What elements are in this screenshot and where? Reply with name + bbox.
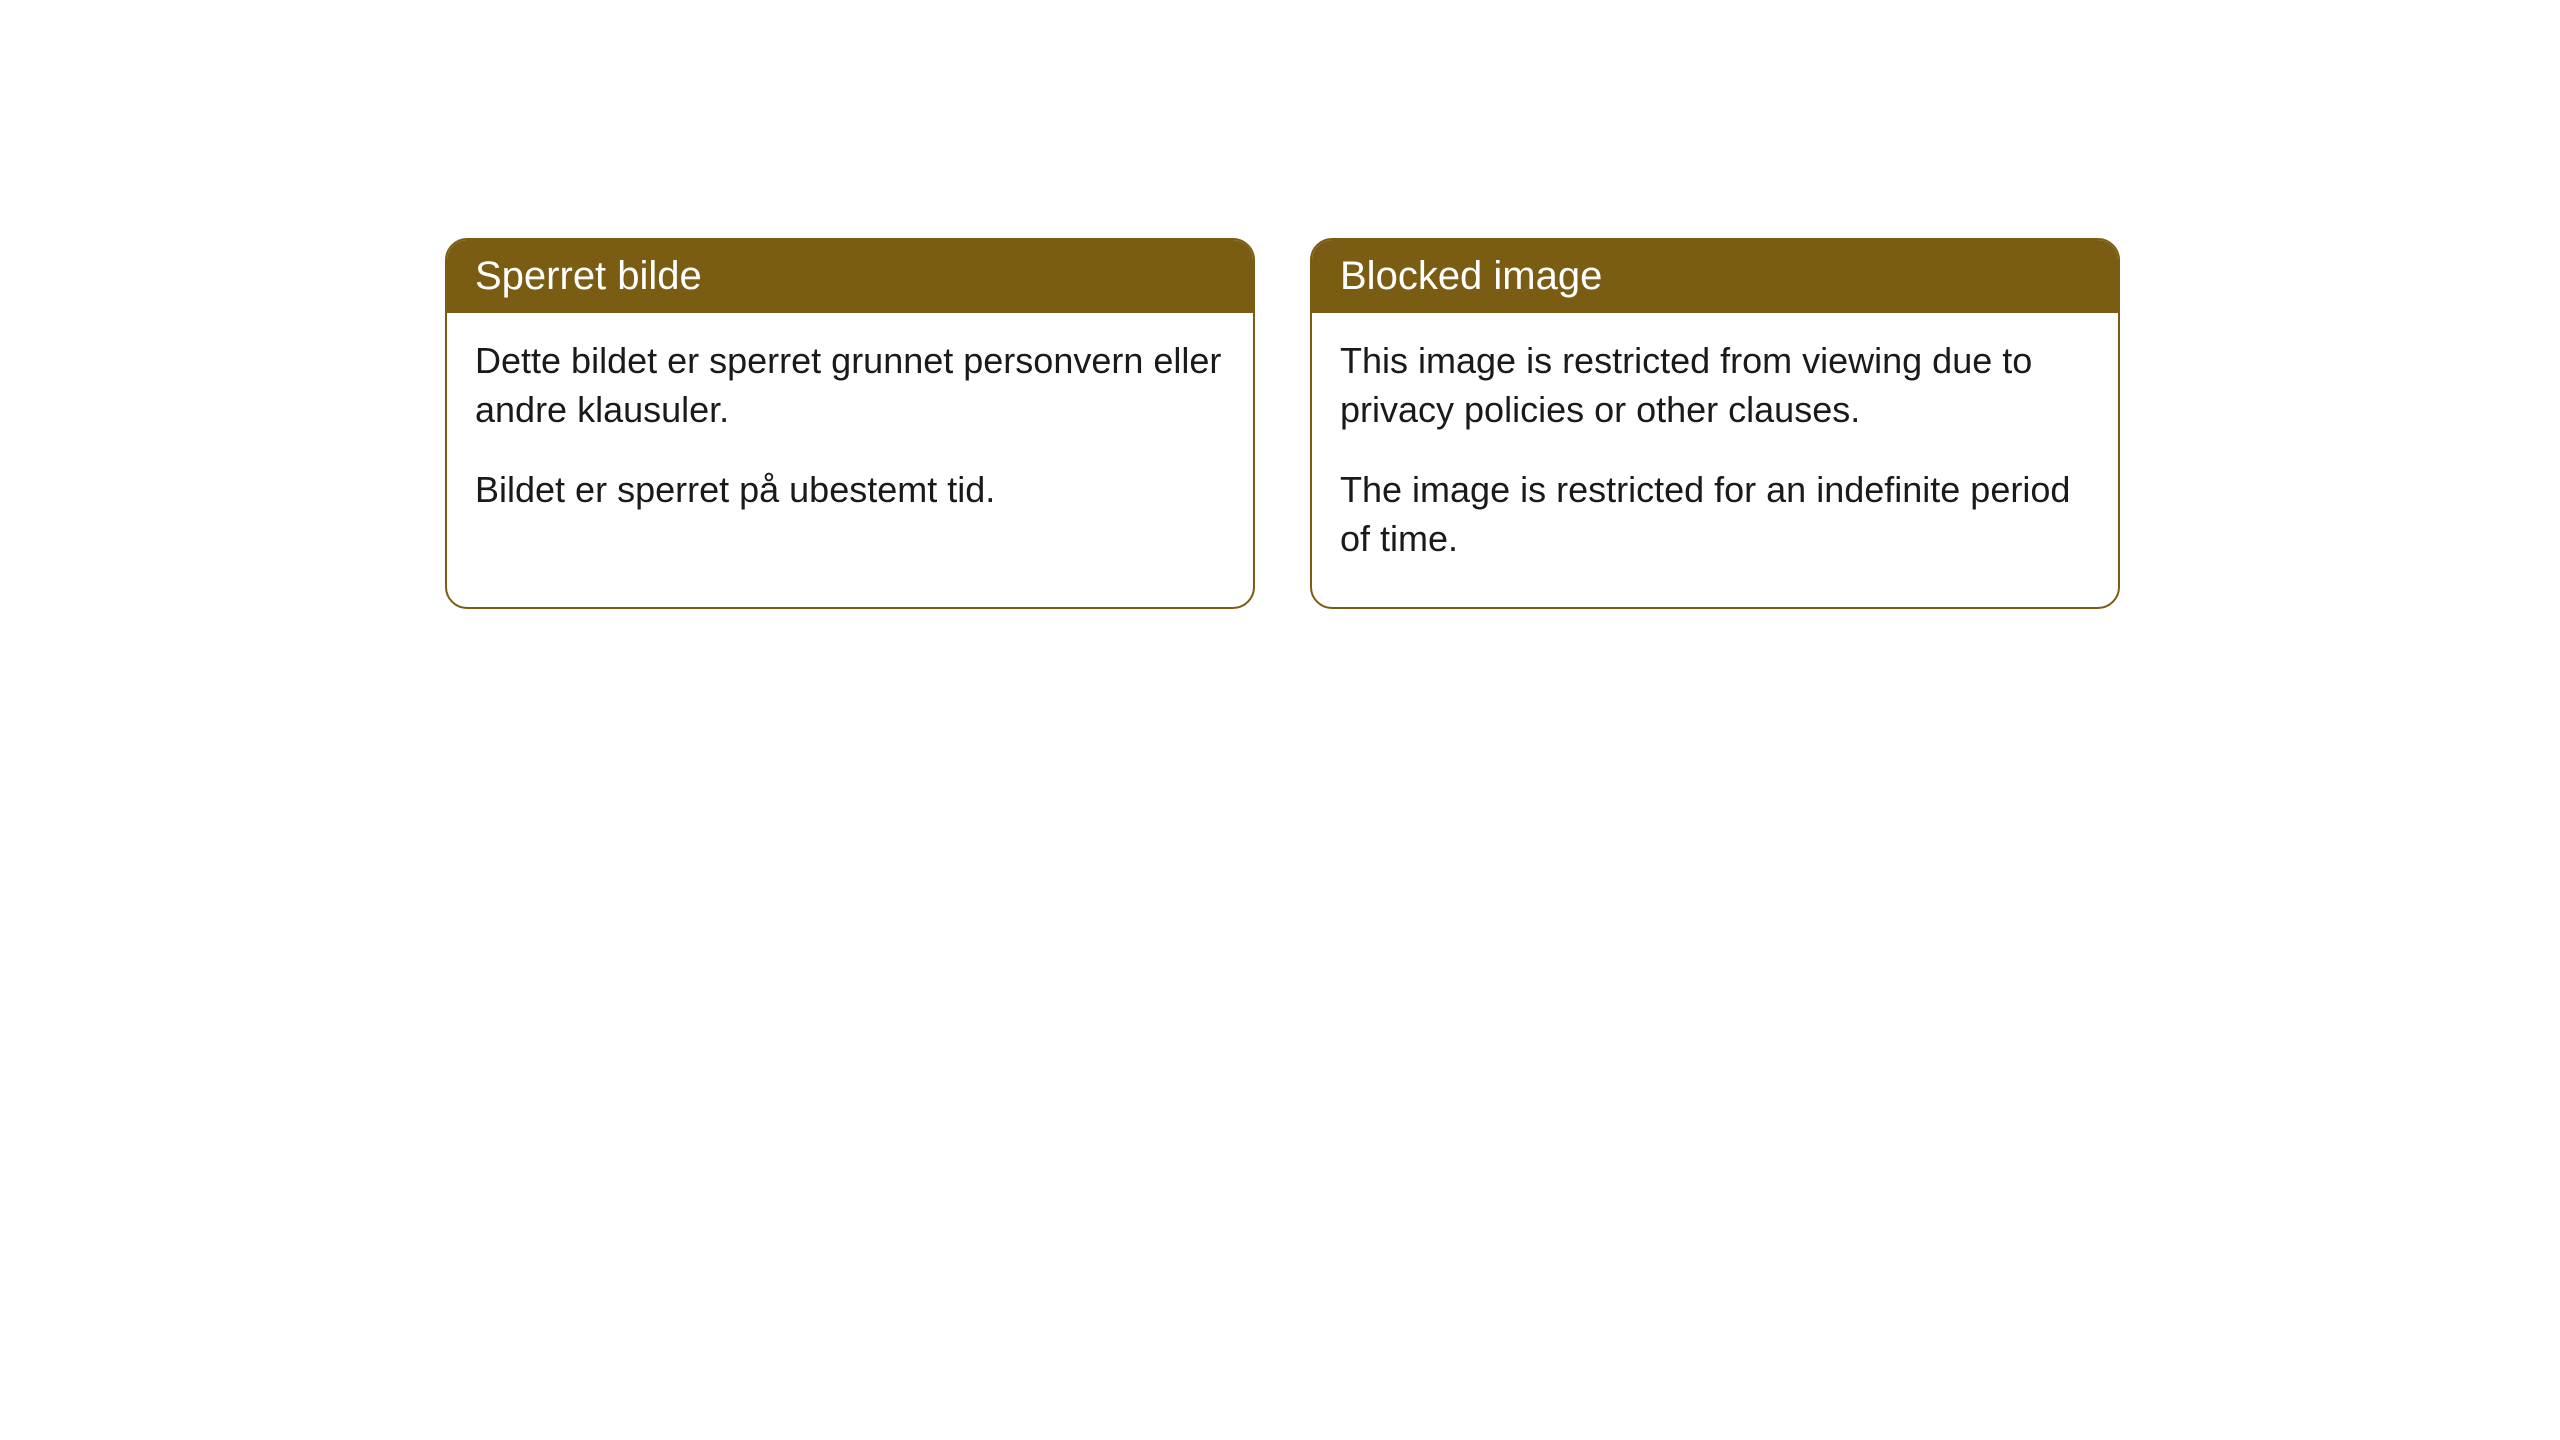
- card-title: Blocked image: [1340, 254, 1602, 298]
- card-norwegian: Sperret bilde Dette bildet er sperret gr…: [445, 238, 1255, 609]
- card-body: This image is restricted from viewing du…: [1312, 313, 2118, 607]
- cards-container: Sperret bilde Dette bildet er sperret gr…: [445, 238, 2120, 609]
- card-paragraph: Dette bildet er sperret grunnet personve…: [475, 337, 1225, 434]
- card-title: Sperret bilde: [475, 254, 702, 298]
- card-header: Blocked image: [1312, 240, 2118, 313]
- card-paragraph: This image is restricted from viewing du…: [1340, 337, 2090, 434]
- card-english: Blocked image This image is restricted f…: [1310, 238, 2120, 609]
- card-paragraph: The image is restricted for an indefinit…: [1340, 466, 2090, 563]
- card-header: Sperret bilde: [447, 240, 1253, 313]
- card-paragraph: Bildet er sperret på ubestemt tid.: [475, 466, 1225, 515]
- card-body: Dette bildet er sperret grunnet personve…: [447, 313, 1253, 559]
